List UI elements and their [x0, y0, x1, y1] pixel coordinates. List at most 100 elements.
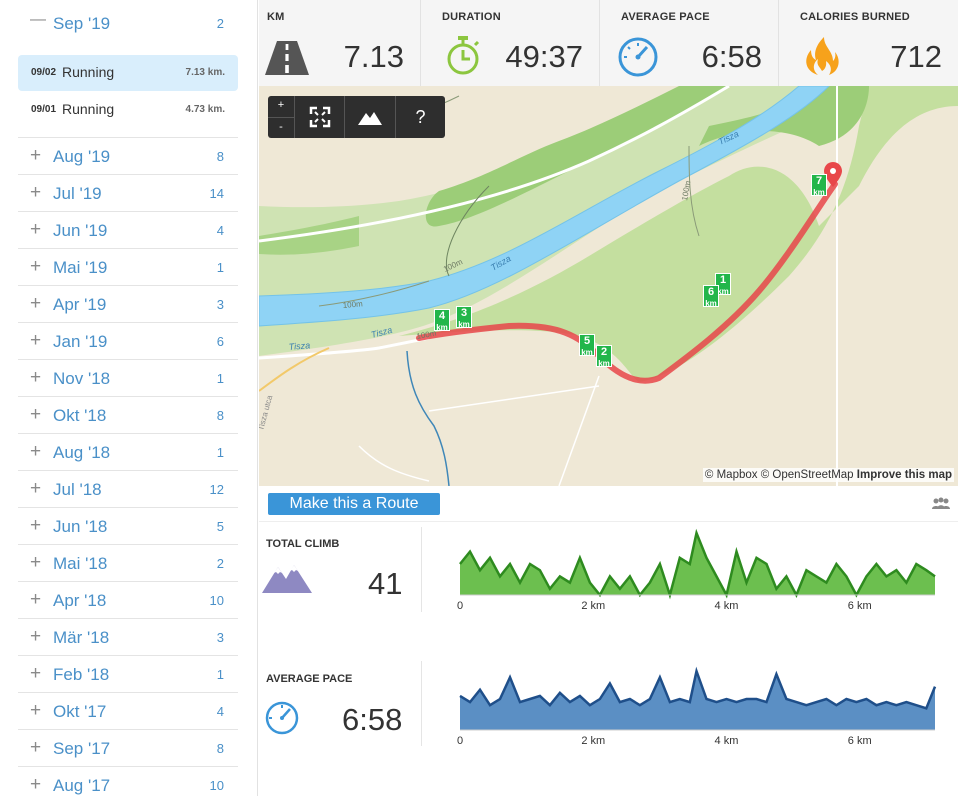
pace-chart-line: [459, 666, 937, 710]
stat-label: CALORIES BURNED: [800, 11, 910, 23]
month-row[interactable]: + Apr '18 10: [18, 582, 238, 619]
route-path: [416, 181, 838, 384]
expand-icon[interactable]: +: [30, 626, 42, 647]
climb-label: TOTAL CLIMB: [266, 538, 340, 550]
contour-label: 100m: [680, 180, 692, 202]
pace-chart-tick-label: 2 km: [581, 735, 605, 747]
speedometer-icon: [618, 37, 658, 77]
month-row[interactable]: + Jul '18 12: [18, 471, 238, 508]
km-marker-unit: km: [717, 287, 729, 296]
month-row[interactable]: + Aug '18 1: [18, 434, 238, 471]
km-marker[interactable]: 3 km: [456, 306, 472, 329]
month-row[interactable]: + Jun '18 5: [18, 508, 238, 545]
km-marker-number: 4: [438, 310, 446, 322]
expand-icon[interactable]: +: [30, 663, 42, 684]
expand-icon[interactable]: +: [30, 589, 42, 610]
month-row[interactable]: + Okt '17 4: [18, 693, 238, 730]
month-row[interactable]: + Mai '19 1: [18, 249, 238, 286]
month-row[interactable]: + Sep '17 8: [18, 730, 238, 767]
month-row-current[interactable]: — Sep '19 2: [18, 5, 238, 42]
month-row[interactable]: + Jul '19 14: [18, 175, 238, 212]
street-label: Tisza utca: [259, 394, 274, 432]
activity-date: 09/02: [31, 67, 57, 78]
month-row[interactable]: + Okt '18 8: [18, 397, 238, 434]
expand-icon[interactable]: +: [30, 774, 42, 795]
month-row[interactable]: + Feb '18 1: [18, 656, 238, 693]
expand-icon[interactable]: +: [30, 552, 42, 573]
stat-pace: AVERAGE PACE 6:58: [600, 0, 779, 86]
stat-value: 6:58: [701, 39, 762, 74]
expand-icon[interactable]: +: [30, 700, 42, 721]
activity-item[interactable]: 09/02 Running 7.13 km.: [18, 55, 238, 91]
month-row[interactable]: + Jan '19 6: [18, 323, 238, 360]
km-marker[interactable]: 1 km: [715, 273, 731, 296]
expand-icon[interactable]: +: [30, 478, 42, 499]
month-count: 8: [216, 149, 224, 164]
climb-chart-tick-label: 6 km: [848, 600, 872, 612]
month-row[interactable]: + Aug '19 8: [18, 138, 238, 175]
collapse-icon[interactable]: —: [30, 11, 46, 28]
osm-attribution-link[interactable]: © OpenStreetMap: [760, 469, 854, 481]
km-marker-number: 1: [719, 274, 727, 286]
separator: [395, 96, 396, 138]
zoom-out-button[interactable]: -: [268, 117, 294, 138]
km-marker-unit: km: [813, 188, 825, 197]
terrain-button[interactable]: [345, 96, 395, 138]
stat-label: DURATION: [442, 11, 501, 23]
km-marker[interactable]: 5 km: [579, 334, 595, 357]
contour-label: 100m: [416, 329, 438, 341]
map-control-bar: + - ?: [268, 96, 445, 138]
pace-label: AVERAGE PACE: [266, 673, 353, 685]
sidebar-divider: [18, 137, 238, 138]
month-label: Apr '18: [53, 591, 107, 610]
people-icon[interactable]: [932, 497, 950, 511]
km-marker[interactable]: 2 km: [596, 345, 612, 368]
expand-icon[interactable]: +: [30, 145, 42, 166]
make-route-button[interactable]: Make this a Route: [268, 493, 440, 515]
month-row[interactable]: + Aug '17 10: [18, 767, 238, 796]
climb-value: 41: [368, 566, 403, 601]
expand-icon[interactable]: +: [30, 219, 42, 240]
pace-chart: 0 2 km 4 km 6 km: [457, 666, 937, 747]
month-row[interactable]: + Mär '18 3: [18, 619, 238, 656]
expand-icon[interactable]: +: [30, 367, 42, 388]
expand-icon[interactable]: +: [30, 404, 42, 425]
expand-icon[interactable]: +: [30, 256, 42, 277]
stat-value: 49:37: [505, 39, 583, 74]
km-marker[interactable]: 4 km: [434, 309, 450, 332]
month-label: Aug '17: [53, 776, 111, 795]
month-label: Nov '18: [53, 369, 111, 388]
month-count: 8: [216, 408, 224, 423]
month-label: Okt '17: [53, 702, 107, 721]
expand-icon[interactable]: +: [30, 293, 42, 314]
expand-icon[interactable]: +: [30, 737, 42, 758]
help-button[interactable]: ?: [415, 107, 426, 127]
expand-icon[interactable]: +: [30, 515, 42, 536]
mapbox-attribution-link[interactable]: © Mapbox: [704, 469, 758, 481]
km-marker[interactable]: 7 km: [811, 174, 827, 197]
route-map[interactable]: Tisza Tisza Tisza Tisza 100m 100m 100m 1…: [259, 86, 958, 486]
activity-item[interactable]: 09/01 Running 4.73 km.: [18, 92, 238, 128]
km-marker[interactable]: 6 km: [703, 285, 719, 308]
route-end-pin-dot: [830, 168, 836, 174]
month-count: 14: [209, 186, 224, 201]
fullscreen-icon: [309, 106, 330, 128]
route-end-pin[interactable]: [824, 162, 842, 187]
km-marker-number: 5: [583, 335, 591, 347]
pace-chart-tick-label: 0: [457, 735, 463, 747]
improve-map-link[interactable]: Improve this map: [856, 469, 952, 481]
zoom-in-button[interactable]: +: [277, 99, 285, 111]
month-row[interactable]: + Apr '19 3: [18, 286, 238, 323]
fullscreen-button[interactable]: [295, 96, 344, 138]
month-row[interactable]: + Mai '18 2: [18, 545, 238, 582]
map-canvas[interactable]: Tisza Tisza Tisza Tisza 100m 100m 100m 1…: [259, 86, 958, 486]
expand-icon[interactable]: +: [30, 441, 42, 462]
month-row[interactable]: + Nov '18 1: [18, 360, 238, 397]
stat-km: KM 7.13: [259, 0, 421, 86]
month-row[interactable]: + Jun '19 4: [18, 212, 238, 249]
expand-icon[interactable]: +: [30, 330, 42, 351]
expand-icon[interactable]: +: [30, 182, 42, 203]
pace-chart-area: [460, 671, 935, 730]
km-marker-number: 7: [815, 175, 823, 187]
river-label: Tisza: [288, 340, 310, 352]
